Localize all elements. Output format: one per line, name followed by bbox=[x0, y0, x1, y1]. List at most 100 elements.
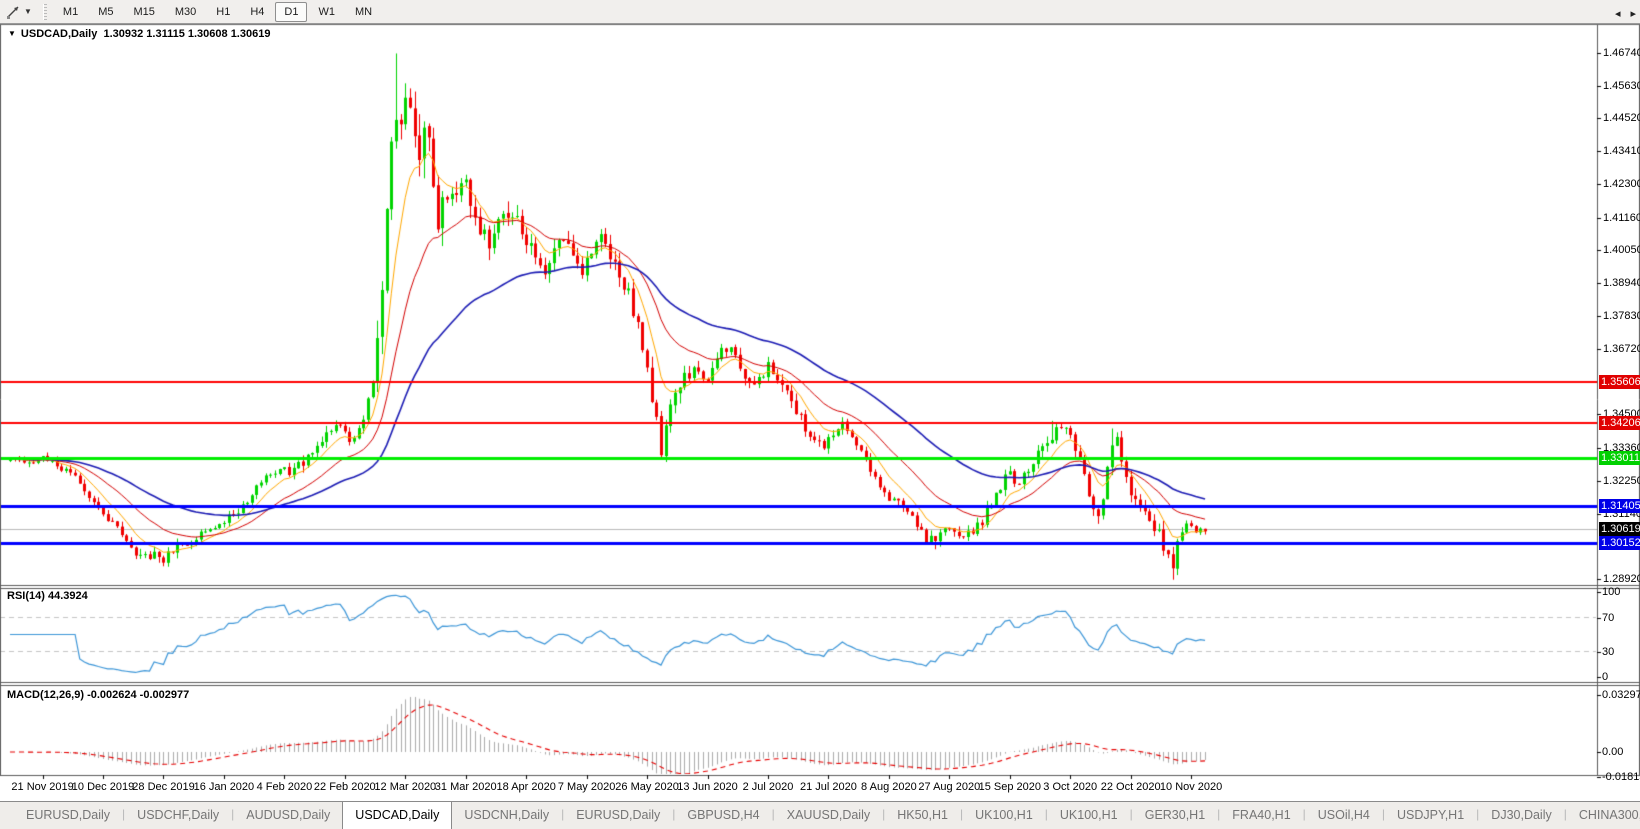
chart-tab-xauusd-7[interactable]: XAUUSD,Daily bbox=[786, 808, 871, 822]
chart-tabbar: EURUSD,Daily | USDCHF,Daily | AUDUSD,Daily US… bbox=[0, 801, 1640, 829]
macd-panel-title: MACD(12,26,9) -0.002624 -0.002977 bbox=[7, 689, 190, 701]
tab-separator: | bbox=[1129, 807, 1133, 821]
chart-tab-audusd-2[interactable]: AUDUSD,Daily bbox=[246, 808, 331, 822]
tab-separator: | bbox=[771, 807, 775, 821]
price-tick-label: 1.40050 bbox=[1603, 244, 1640, 257]
timeframe-button-m15[interactable]: M15 bbox=[133, 5, 155, 18]
timeframe-button-m5[interactable]: M5 bbox=[98, 5, 114, 18]
date-tick-label: 21 Jul 2020 bbox=[799, 781, 857, 793]
price-tick-label: 1.33360 bbox=[1603, 442, 1640, 454]
price-tick-label: 1.37830 bbox=[1603, 310, 1640, 322]
date-tick-label: 8 Aug 2020 bbox=[861, 781, 917, 793]
price-badge-1.31405: 1.31405 bbox=[1599, 498, 1640, 513]
tab-separator: | bbox=[1563, 807, 1567, 821]
price-tick-label: 1.44520 bbox=[1603, 112, 1640, 125]
price-badge-1.30152: 1.30152 bbox=[1599, 535, 1640, 550]
timeframe-button-m30[interactable]: M30 bbox=[174, 5, 197, 18]
date-tick-label: 7 May 2020 bbox=[557, 781, 616, 793]
chart-tab-gbpusd-6[interactable]: GBPUSD,H4 bbox=[687, 808, 760, 822]
tab-separator: | bbox=[1044, 807, 1048, 821]
rsi-tick-label: 100 bbox=[1602, 586, 1621, 598]
chart-tab-usdchf-1[interactable]: USDCHF,Daily bbox=[137, 808, 220, 822]
rsi-tick-label: 0 bbox=[1602, 671, 1609, 683]
date-tick-label: 12 Mar 2020 bbox=[374, 781, 437, 793]
macd-tick-label: 0.00 bbox=[1602, 746, 1624, 758]
tab-separator: | bbox=[1217, 807, 1221, 821]
price-badge-1.33011: 1.33011 bbox=[1599, 451, 1640, 466]
rsi-tick-label: 70 bbox=[1602, 611, 1615, 624]
price-badge-1.30619: 1.30619 bbox=[1599, 521, 1640, 536]
date-tick-label: 10 Nov 2020 bbox=[1159, 781, 1223, 793]
line-studies-button[interactable]: ▼ bbox=[3, 3, 35, 21]
date-tick-label: 13 Jun 2020 bbox=[677, 781, 738, 793]
macd-tick-label: -0.018154 bbox=[1602, 771, 1640, 783]
tab-separator: | bbox=[1476, 807, 1480, 821]
chart-title: ▼ USDCAD,Daily 1.30932 1.31115 1.30608 1.… bbox=[8, 28, 270, 40]
date-tick-label: 18 Apr 2020 bbox=[496, 781, 556, 793]
tab-separator: | bbox=[1381, 807, 1385, 821]
tab-separator: | bbox=[561, 807, 565, 821]
price-tick-label: 1.41160 bbox=[1603, 211, 1640, 224]
price-tick-label: 1.38940 bbox=[1603, 277, 1640, 290]
date-tick-label: 26 May 2020 bbox=[615, 781, 679, 793]
chart-tab-usdcad-3[interactable]: USDCAD,Daily bbox=[342, 802, 453, 829]
chart-tab-eurusd-5[interactable]: EURUSD,Daily bbox=[576, 808, 661, 822]
price-badge-1.35606: 1.35606 bbox=[1599, 374, 1640, 389]
date-tick-label: 10 Dec 2019 bbox=[71, 781, 135, 793]
timeframe-button-h4[interactable]: H4 bbox=[250, 5, 265, 18]
line-studies-icon bbox=[7, 6, 19, 19]
chevron-down-icon[interactable]: ▼ bbox=[24, 7, 32, 16]
macd-tick-label: 0.032972 bbox=[1602, 689, 1640, 701]
timeframe-toolbar: ▼ M1 M5 M15 M30 H1 H4 D1 W1 MN bbox=[0, 0, 1640, 24]
tab-separator: | bbox=[959, 807, 964, 821]
timeframe-button-mn[interactable]: MN bbox=[354, 5, 373, 18]
tab-scroll-left-icon[interactable]: ◂ bbox=[1614, 8, 1621, 20]
chart-tab-uk100-10[interactable]: UK100,H1 bbox=[1059, 808, 1118, 822]
chart-tab-fra40-12[interactable]: FRA40,H1 bbox=[1232, 808, 1291, 822]
date-tick-label: 28 Dec 2019 bbox=[132, 781, 195, 793]
chart-tab-dj30-15[interactable]: DJ30,Daily bbox=[1491, 808, 1552, 822]
chart-tab-ger30-11[interactable]: GER30,H1 bbox=[1144, 808, 1206, 822]
price-tick-label: 1.36720 bbox=[1603, 342, 1640, 355]
price-tick-label: 1.42300 bbox=[1603, 178, 1640, 190]
chart-tab-usdcnh-4[interactable]: USDCNH,Daily bbox=[464, 808, 550, 822]
price-tick-label: 1.45630 bbox=[1603, 79, 1640, 92]
timeframe-button-m1[interactable]: M1 bbox=[62, 5, 79, 18]
chart-tab-hk50-8[interactable]: HK50,H1 bbox=[897, 808, 948, 822]
date-tick-label: 27 Aug 2020 bbox=[918, 781, 981, 793]
tab-separator: | bbox=[672, 807, 676, 821]
date-tick-label: 22 Feb 2020 bbox=[313, 781, 376, 793]
timeframe-buttons: M1 M5 M15 M30 H1 H4 D1 W1 MN bbox=[53, 1, 382, 22]
date-tick-label: 3 Oct 2020 bbox=[1043, 781, 1098, 793]
date-tick-label: 2 Jul 2020 bbox=[742, 781, 794, 793]
chart-tab-usoil-13[interactable]: USOil,H4 bbox=[1317, 808, 1370, 822]
tab-separator: | bbox=[122, 807, 126, 821]
date-tick-label: 22 Oct 2020 bbox=[1100, 781, 1161, 793]
price-tick-label: 1.46740 bbox=[1603, 46, 1640, 59]
toolbar-grip bbox=[42, 3, 47, 20]
rsi-tick-label: 30 bbox=[1602, 645, 1615, 658]
price-tick-label: 1.32250 bbox=[1603, 474, 1640, 487]
price-tick-label: 1.43410 bbox=[1603, 145, 1640, 158]
date-tick-label: 15 Sep 2020 bbox=[978, 781, 1041, 793]
chart-tab-eurusd-0[interactable]: EURUSD,Daily bbox=[26, 808, 111, 822]
timeframe-button-w1[interactable]: W1 bbox=[318, 5, 335, 18]
collapse-icon[interactable]: ▼ bbox=[8, 29, 16, 38]
tab-scroll-buttons: ◂ ▸ bbox=[1615, 7, 1636, 20]
tab-scroll-right-icon[interactable]: ▸ bbox=[1630, 8, 1636, 20]
chart-tab-china300-16[interactable]: CHINA300,H1 bbox=[1578, 808, 1640, 822]
chart-ohlc-values: 1.30932 1.31115 1.30608 1.30619 bbox=[103, 28, 271, 40]
date-tick-label: 31 Mar 2020 bbox=[434, 781, 497, 793]
tab-separator: | bbox=[231, 807, 235, 821]
tab-separator: | bbox=[1302, 807, 1306, 821]
price-tick-label: 1.28920 bbox=[1603, 573, 1640, 586]
timeframe-button-h1[interactable]: H1 bbox=[216, 5, 231, 18]
chart-tab-uk100-9[interactable]: UK100,H1 bbox=[975, 808, 1033, 822]
date-tick-label: 21 Nov 2019 bbox=[11, 781, 74, 793]
timeframe-button-d1[interactable]: D1 bbox=[275, 1, 308, 22]
date-tick-label: 16 Jan 2020 bbox=[193, 781, 255, 793]
chart-tab-usdjpy-14[interactable]: USDJPY,H1 bbox=[1397, 808, 1465, 822]
tab-separator: | bbox=[882, 807, 886, 821]
